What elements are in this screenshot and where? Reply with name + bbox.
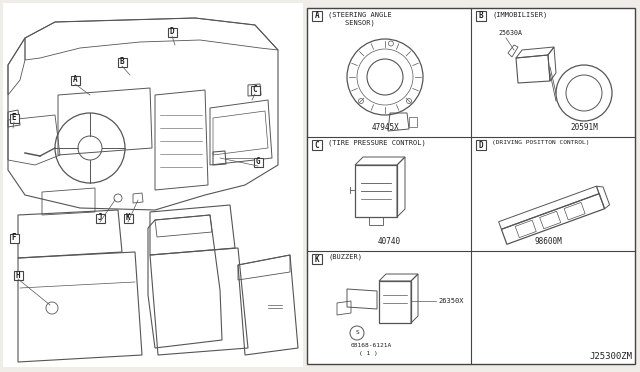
FancyBboxPatch shape (253, 157, 262, 167)
FancyBboxPatch shape (124, 214, 132, 222)
Text: S: S (355, 330, 359, 336)
Text: (STEERING ANGLE: (STEERING ANGLE (328, 11, 392, 17)
Text: (BUZZER): (BUZZER) (328, 254, 362, 260)
FancyBboxPatch shape (95, 214, 104, 222)
Text: 98600M: 98600M (534, 237, 562, 246)
Text: F: F (12, 234, 16, 243)
Text: SENSOR): SENSOR) (328, 19, 375, 26)
FancyBboxPatch shape (70, 76, 79, 84)
Text: H: H (16, 270, 20, 279)
FancyBboxPatch shape (13, 270, 22, 279)
Bar (307, 8, 635, 364)
Text: 26350X: 26350X (438, 298, 463, 304)
FancyBboxPatch shape (118, 58, 127, 67)
Bar (3, 3, 303, 367)
Text: 40740: 40740 (378, 237, 401, 246)
Text: J: J (98, 214, 102, 222)
FancyBboxPatch shape (476, 140, 486, 150)
Text: D: D (479, 141, 483, 150)
Text: (DRIVING POSITTON CONTROL): (DRIVING POSITTON CONTROL) (492, 140, 589, 145)
Text: B: B (120, 58, 124, 67)
Text: 25630A: 25630A (498, 30, 522, 36)
FancyBboxPatch shape (312, 254, 322, 264)
Text: 20591M: 20591M (570, 123, 598, 132)
Text: 08168-6121A: 08168-6121A (351, 343, 392, 348)
FancyBboxPatch shape (250, 86, 259, 94)
Text: A: A (73, 76, 77, 84)
Text: K: K (125, 214, 131, 222)
Text: J25300ZM: J25300ZM (589, 352, 632, 361)
FancyBboxPatch shape (10, 113, 19, 122)
Text: (IMMOBILISER): (IMMOBILISER) (492, 11, 547, 17)
Text: K: K (315, 254, 319, 263)
Text: B: B (479, 12, 483, 20)
Text: D: D (170, 28, 174, 36)
FancyBboxPatch shape (476, 11, 486, 21)
Text: E: E (12, 113, 16, 122)
Text: 47945X: 47945X (371, 123, 399, 132)
FancyBboxPatch shape (312, 140, 322, 150)
Text: A: A (315, 12, 319, 20)
FancyBboxPatch shape (312, 11, 322, 21)
Text: ( 1 ): ( 1 ) (359, 351, 378, 356)
FancyBboxPatch shape (168, 28, 177, 36)
FancyBboxPatch shape (10, 234, 19, 243)
Text: (TIRE PRESSURE CONTROL): (TIRE PRESSURE CONTROL) (328, 140, 426, 147)
Text: C: C (315, 141, 319, 150)
Bar (379, 281, 411, 323)
Text: G: G (256, 157, 260, 167)
Text: C: C (253, 86, 257, 94)
Bar (355, 165, 397, 217)
